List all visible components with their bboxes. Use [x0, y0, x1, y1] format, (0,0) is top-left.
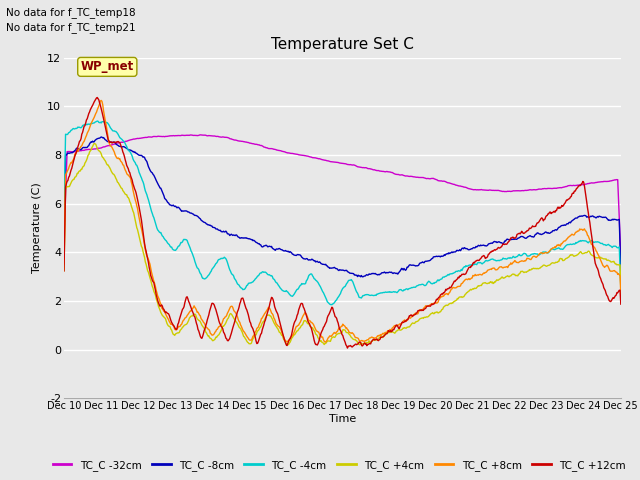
Text: WP_met: WP_met: [81, 60, 134, 73]
Title: Temperature Set C: Temperature Set C: [271, 37, 414, 52]
X-axis label: Time: Time: [329, 414, 356, 424]
Y-axis label: Temperature (C): Temperature (C): [31, 182, 42, 274]
Text: No data for f_TC_temp21: No data for f_TC_temp21: [6, 22, 136, 33]
Text: No data for f_TC_temp18: No data for f_TC_temp18: [6, 7, 136, 18]
Legend: TC_C -32cm, TC_C -8cm, TC_C -4cm, TC_C +4cm, TC_C +8cm, TC_C +12cm: TC_C -32cm, TC_C -8cm, TC_C -4cm, TC_C +…: [49, 456, 630, 475]
